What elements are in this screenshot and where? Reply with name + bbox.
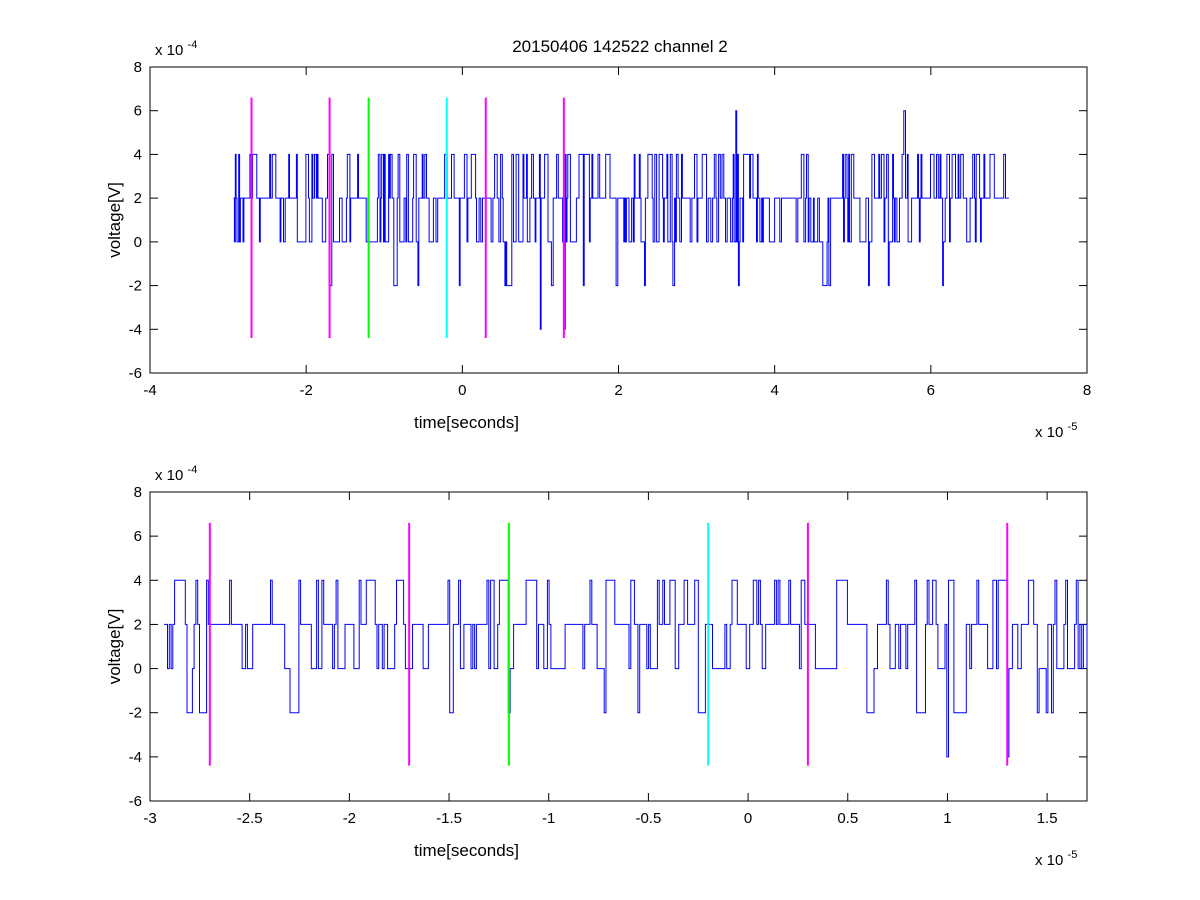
x-tick-label: 2	[614, 382, 622, 399]
x-tick-label: 6	[927, 382, 935, 399]
y-tick-label: 8	[134, 484, 142, 501]
x-axis-label: time[seconds]	[414, 841, 519, 860]
y-tick-label: 8	[134, 59, 142, 76]
x-exponent-label: x 10 -5	[1035, 421, 1077, 441]
x-exponent-label: x 10 -5	[1035, 849, 1077, 869]
top-panel: -4 -2 0 2 4 6 8-6-4-202468time[seconds]voltage…	[105, 39, 1091, 441]
x-tick-label: -3	[143, 810, 156, 827]
bottom-panel: -3 -2.5 -2 -1.5 -1 -0.5 0 0.5 1 1.5 -6 -4 -2 0 2 4 6 8 tim…	[105, 464, 1088, 869]
y-tick-label: 2	[134, 616, 142, 633]
y-tick-label: -4	[129, 749, 142, 766]
x-tick-label: 1.5	[1037, 810, 1058, 827]
y-tick-label: 0	[134, 234, 142, 251]
x-tick-label: 0	[744, 810, 752, 827]
x-tick-label: 1	[943, 810, 951, 827]
x-tick-label: -2	[299, 382, 312, 399]
x-axis-label: time[seconds]	[414, 413, 519, 432]
x-tick-label: -4	[143, 382, 156, 399]
y-tick-label: 4	[134, 146, 142, 163]
y-tick-label: 6	[134, 528, 142, 545]
x-exponent: -5	[1068, 421, 1078, 433]
x-tick-label: 0.5	[837, 810, 858, 827]
x-tick-label: -2.5	[237, 810, 263, 827]
y-tick-label: -2	[129, 705, 142, 722]
y-tick-label: 2	[134, 190, 142, 207]
y-exponent-label: x 10 -4	[155, 39, 197, 59]
plot-area	[149, 66, 1088, 374]
x-tick-label: 0	[458, 382, 466, 399]
x-tick-label: -2	[343, 810, 356, 827]
y-tick-label: -6	[129, 793, 142, 810]
y-tick-label: 6	[134, 103, 142, 120]
y-tick-label: -2	[129, 278, 142, 295]
y-tick-label: 0	[134, 661, 142, 678]
y-axis-label: voltage[V]	[105, 609, 124, 685]
y-exponent: -4	[188, 39, 198, 51]
voltage-trace	[164, 579, 1088, 758]
x-tick-label: -0.5	[635, 810, 661, 827]
x-tick-label: -1	[542, 810, 555, 827]
x-tick-label: -1.5	[436, 810, 462, 827]
y-tick-label: -4	[129, 321, 142, 338]
x-exponent: -5	[1068, 849, 1078, 861]
x-tick-label: 4	[770, 382, 778, 399]
x-tick-label: 8	[1083, 382, 1091, 399]
y-axis-label: voltage[V]	[105, 182, 124, 258]
voltage-trace	[233, 110, 1009, 330]
y-exponent-label: x 10 -4	[155, 464, 197, 484]
chart-title: 20150406 142522 channel 2	[512, 37, 728, 56]
y-tick-label: 4	[134, 572, 142, 589]
y-tick-label: -6	[129, 365, 142, 382]
y-exponent: -4	[188, 464, 198, 476]
